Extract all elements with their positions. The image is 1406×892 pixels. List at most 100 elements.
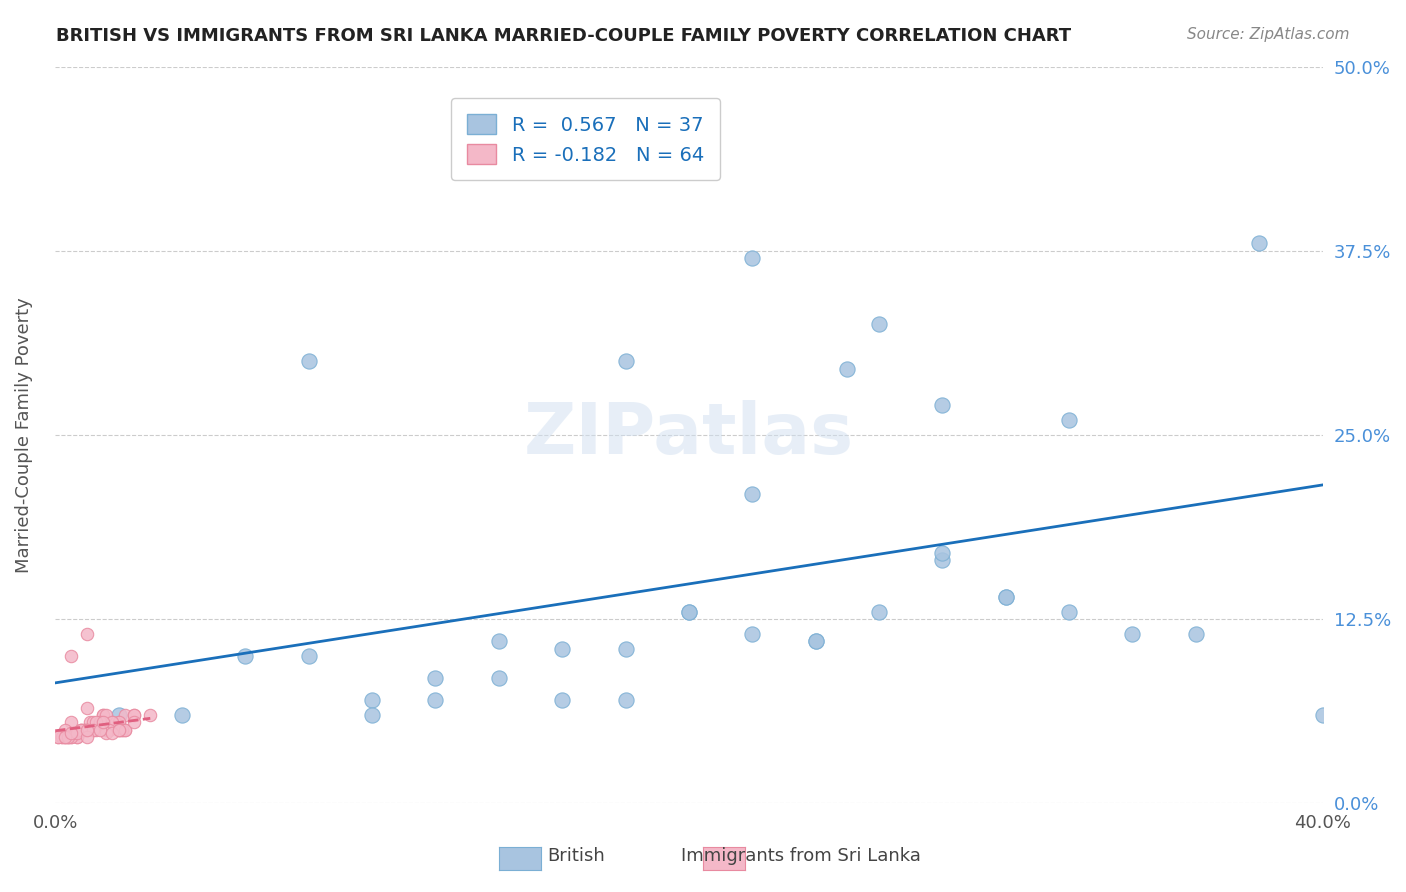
Point (66, 730, 89, 744)
Point (361, 693, 384, 707)
Legend: R =  0.567   N = 37, R = -0.182   N = 64: R = 0.567 N = 37, R = -0.182 N = 64 (451, 98, 720, 180)
Point (111, 723, 134, 737)
Point (60, 648, 83, 663)
Point (91, 707, 114, 722)
Point (868, 318, 890, 332)
Point (1057, 605, 1080, 619)
Point (98, 723, 121, 737)
Text: British: British (547, 847, 606, 865)
Point (51, 730, 73, 744)
Point (298, 648, 321, 663)
Point (488, 671, 510, 685)
Point (614, 693, 637, 707)
Point (94, 707, 117, 722)
Point (73, 723, 96, 737)
Point (361, 707, 384, 722)
Point (741, 487, 763, 501)
Point (1184, 627, 1206, 641)
Point (124, 707, 146, 722)
Point (107, 715, 129, 730)
Point (56, 730, 79, 744)
Point (614, 641, 637, 656)
Point (837, 361, 859, 376)
Point (82, 723, 104, 737)
Text: ZIPatlas: ZIPatlas (524, 401, 853, 469)
Point (425, 693, 447, 707)
Point (741, 251, 763, 265)
Point (89, 715, 111, 730)
Point (114, 723, 136, 737)
Point (114, 723, 136, 737)
Point (69, 723, 91, 737)
Point (931, 546, 953, 560)
Point (94, 723, 117, 737)
Point (804, 634, 827, 648)
Point (107, 723, 129, 737)
Point (48, 730, 70, 744)
Point (76, 627, 98, 641)
Point (551, 693, 574, 707)
Point (69, 723, 91, 737)
Point (111, 723, 134, 737)
Point (233, 648, 256, 663)
Point (868, 605, 890, 619)
Point (804, 634, 827, 648)
Text: Immigrants from Sri Lanka: Immigrants from Sri Lanka (682, 847, 921, 865)
Point (53, 730, 76, 744)
Point (931, 553, 953, 567)
Point (1121, 627, 1143, 641)
Point (101, 715, 124, 730)
Point (51, 730, 73, 744)
Point (678, 605, 700, 619)
Point (53, 730, 76, 744)
Point (1249, 236, 1271, 251)
Point (86, 715, 108, 730)
Point (91, 707, 114, 722)
Point (66, 725, 89, 739)
Point (741, 627, 763, 641)
Point (94, 725, 117, 739)
Point (124, 715, 146, 730)
Point (76, 730, 98, 744)
Point (60, 715, 83, 730)
Point (114, 707, 136, 722)
Point (170, 707, 193, 722)
Point (79, 715, 101, 730)
Point (63, 725, 86, 739)
Point (82, 723, 104, 737)
Point (298, 354, 321, 368)
Point (69, 723, 91, 737)
Point (56, 730, 79, 744)
Point (53, 730, 76, 744)
Point (82, 715, 104, 730)
Point (1057, 413, 1080, 427)
Point (678, 605, 700, 619)
Point (76, 723, 98, 737)
Point (53, 723, 76, 737)
Point (107, 715, 129, 730)
Point (60, 725, 83, 739)
Point (76, 700, 98, 714)
Point (124, 707, 146, 722)
Point (89, 723, 111, 737)
Point (425, 671, 447, 685)
Point (98, 723, 121, 737)
Point (60, 730, 83, 744)
Point (60, 730, 83, 744)
Point (101, 715, 124, 730)
Point (91, 715, 114, 730)
Point (107, 707, 129, 722)
Point (107, 723, 129, 737)
Point (66, 730, 89, 744)
Point (86, 723, 108, 737)
Point (551, 641, 574, 656)
Point (488, 634, 510, 648)
Point (994, 590, 1017, 604)
Point (76, 723, 98, 737)
Point (931, 399, 953, 413)
Point (63, 725, 86, 739)
Point (614, 354, 637, 368)
Point (139, 707, 162, 722)
Y-axis label: Married-Couple Family Poverty: Married-Couple Family Poverty (15, 297, 32, 573)
Point (107, 723, 129, 737)
